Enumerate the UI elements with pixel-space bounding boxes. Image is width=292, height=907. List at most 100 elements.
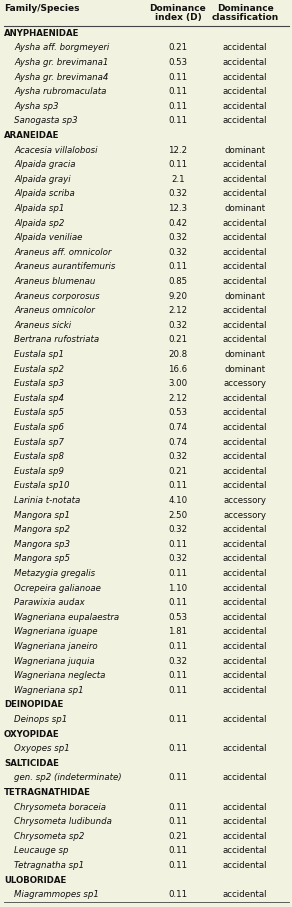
Text: Mangora sp5: Mangora sp5 <box>14 554 70 563</box>
Text: accidental: accidental <box>223 58 267 67</box>
Text: accidental: accidental <box>223 394 267 403</box>
Text: Araneus omnicolor: Araneus omnicolor <box>14 307 95 316</box>
Text: 0.11: 0.11 <box>168 715 187 724</box>
Text: accidental: accidental <box>223 832 267 841</box>
Text: 0.21: 0.21 <box>168 832 187 841</box>
Text: Wagneriana janeiro: Wagneriana janeiro <box>14 642 98 651</box>
Text: accidental: accidental <box>223 642 267 651</box>
Text: 0.32: 0.32 <box>168 190 187 199</box>
Text: Acacesia villalobosi: Acacesia villalobosi <box>14 146 98 154</box>
Text: Eustala sp7: Eustala sp7 <box>14 437 64 446</box>
Text: Eustala sp10: Eustala sp10 <box>14 482 69 491</box>
Text: Alpaida veniliae: Alpaida veniliae <box>14 233 82 242</box>
Text: 2.1: 2.1 <box>171 175 185 184</box>
Text: Leucauge sp: Leucauge sp <box>14 846 69 855</box>
Text: 0.32: 0.32 <box>168 554 187 563</box>
Text: accidental: accidental <box>223 628 267 637</box>
Text: 0.11: 0.11 <box>168 87 187 96</box>
Text: Eustala sp8: Eustala sp8 <box>14 453 64 461</box>
Text: Mangora sp3: Mangora sp3 <box>14 540 70 549</box>
Text: Alpaida gracia: Alpaida gracia <box>14 161 76 170</box>
Text: SALTICIDAE: SALTICIDAE <box>4 759 59 768</box>
Text: accidental: accidental <box>223 774 267 783</box>
Text: Araneus blumenau: Araneus blumenau <box>14 277 95 286</box>
Text: accidental: accidental <box>223 161 267 170</box>
Text: 2.50: 2.50 <box>168 511 187 520</box>
Text: Wagneriana eupalaestra: Wagneriana eupalaestra <box>14 613 119 622</box>
Text: Alpaida scriba: Alpaida scriba <box>14 190 75 199</box>
Text: 0.32: 0.32 <box>168 321 187 330</box>
Text: 12.3: 12.3 <box>168 204 187 213</box>
Text: accidental: accidental <box>223 482 267 491</box>
Text: 0.11: 0.11 <box>168 817 187 826</box>
Text: 0.11: 0.11 <box>168 774 187 783</box>
Text: 0.11: 0.11 <box>168 671 187 680</box>
Text: 0.85: 0.85 <box>168 277 187 286</box>
Text: dominant: dominant <box>225 204 265 213</box>
Text: Eustala sp2: Eustala sp2 <box>14 365 64 374</box>
Text: 1.10: 1.10 <box>168 583 187 592</box>
Text: TETRAGNATHIDAE: TETRAGNATHIDAE <box>4 788 91 797</box>
Text: accidental: accidental <box>223 540 267 549</box>
Text: 0.53: 0.53 <box>168 408 187 417</box>
Text: accidental: accidental <box>223 102 267 111</box>
Text: Wagneriana neglecta: Wagneriana neglecta <box>14 671 105 680</box>
Text: accidental: accidental <box>223 87 267 96</box>
Text: accidental: accidental <box>223 73 267 82</box>
Text: gen. sp2 (indeterminate): gen. sp2 (indeterminate) <box>14 774 122 783</box>
Text: 0.21: 0.21 <box>168 467 187 476</box>
Text: accessory: accessory <box>223 511 267 520</box>
Text: accidental: accidental <box>223 554 267 563</box>
Text: accidental: accidental <box>223 116 267 125</box>
Text: Metazygia gregalis: Metazygia gregalis <box>14 569 95 578</box>
Text: accessory: accessory <box>223 379 267 388</box>
Text: 1.81: 1.81 <box>168 628 187 637</box>
Text: 2.12: 2.12 <box>168 394 187 403</box>
Text: accidental: accidental <box>223 583 267 592</box>
Text: accidental: accidental <box>223 321 267 330</box>
Text: 0.11: 0.11 <box>168 482 187 491</box>
Text: accidental: accidental <box>223 613 267 622</box>
Text: 0.11: 0.11 <box>168 540 187 549</box>
Text: accidental: accidental <box>223 890 267 899</box>
Text: Eustala sp4: Eustala sp4 <box>14 394 64 403</box>
Text: Eustala sp1: Eustala sp1 <box>14 350 64 359</box>
Text: Chrysometa boraceia: Chrysometa boraceia <box>14 803 106 812</box>
Text: accidental: accidental <box>223 453 267 461</box>
Text: ARANEIDAE: ARANEIDAE <box>4 131 59 140</box>
Text: Alpaida sp1: Alpaida sp1 <box>14 204 64 213</box>
Text: Family/Species: Family/Species <box>4 4 79 13</box>
Text: accessory: accessory <box>223 496 267 505</box>
Text: dominant: dominant <box>225 365 265 374</box>
Text: Wagneriana juquia: Wagneriana juquia <box>14 657 95 666</box>
Text: accidental: accidental <box>223 175 267 184</box>
Text: Dominance: Dominance <box>150 4 206 13</box>
Text: 0.11: 0.11 <box>168 803 187 812</box>
Text: 0.11: 0.11 <box>168 745 187 753</box>
Text: accidental: accidental <box>223 423 267 432</box>
Text: classification: classification <box>211 13 279 22</box>
Text: accidental: accidental <box>223 657 267 666</box>
Text: accidental: accidental <box>223 467 267 476</box>
Text: 12.2: 12.2 <box>168 146 187 154</box>
Text: accidental: accidental <box>223 248 267 257</box>
Text: Eustala sp5: Eustala sp5 <box>14 408 64 417</box>
Text: Miagrammopes sp1: Miagrammopes sp1 <box>14 890 99 899</box>
Text: 0.32: 0.32 <box>168 248 187 257</box>
Text: ANYPHAENIDAE: ANYPHAENIDAE <box>4 29 79 38</box>
Text: 0.11: 0.11 <box>168 846 187 855</box>
Text: accidental: accidental <box>223 219 267 228</box>
Text: accidental: accidental <box>223 846 267 855</box>
Text: 0.11: 0.11 <box>168 116 187 125</box>
Text: 0.11: 0.11 <box>168 686 187 695</box>
Text: Deinops sp1: Deinops sp1 <box>14 715 67 724</box>
Text: 0.11: 0.11 <box>168 569 187 578</box>
Text: 0.11: 0.11 <box>168 599 187 607</box>
Text: dominant: dominant <box>225 291 265 300</box>
Text: accidental: accidental <box>223 686 267 695</box>
Text: Parawixia audax: Parawixia audax <box>14 599 85 607</box>
Text: Aysha aff. borgmeyeri: Aysha aff. borgmeyeri <box>14 44 109 53</box>
Text: Aysha rubromaculata: Aysha rubromaculata <box>14 87 106 96</box>
Text: Araneus sicki: Araneus sicki <box>14 321 71 330</box>
Text: Alpaida sp2: Alpaida sp2 <box>14 219 64 228</box>
